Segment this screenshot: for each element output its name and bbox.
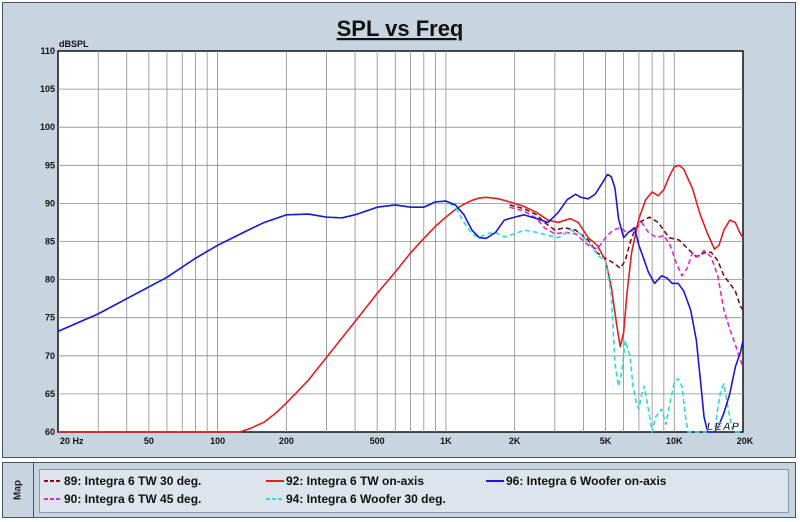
x-tick-label: 1K	[440, 436, 452, 446]
x-tick-label: 10K	[666, 436, 683, 446]
legend-swatch-92	[266, 480, 284, 482]
x-tick-label: 200	[279, 436, 294, 446]
legend-label-96: 96: Integra 6 Woofer on-axis	[506, 474, 667, 488]
legend-swatch-90	[44, 498, 62, 500]
legend: 89: Integra 6 TW 30 deg. 90: Integra 6 T…	[39, 469, 789, 513]
series-line-92	[58, 164, 744, 433]
legend-swatch-96	[486, 480, 504, 482]
spl-chart: SPL vs Freq dBSPL 60 65 70 75 80 85 90 95 100 105…	[40, 16, 754, 446]
series-line-89	[509, 204, 744, 311]
x-tick-label: 50	[144, 436, 154, 446]
series-line-96	[57, 173, 744, 433]
grid	[58, 51, 743, 432]
series-line-94	[57, 200, 743, 433]
y-axis-label: dBSPL	[59, 39, 89, 49]
x-tick-label: 5K	[600, 436, 612, 446]
leap-watermark: LEAP	[707, 421, 740, 433]
legend-label-90: 90: Integra 6 TW 45 deg.	[64, 492, 202, 506]
legend-label-89: 89: Integra 6 TW 30 deg.	[64, 474, 202, 488]
y-tick-label: 95	[45, 160, 55, 170]
y-tick-label: 70	[45, 351, 55, 361]
y-tick-label: 100	[40, 122, 55, 132]
legend-swatch-89	[44, 480, 62, 482]
x-tick-label: 500	[370, 436, 385, 446]
x-tick-label: 2K	[509, 436, 521, 446]
y-tick-label: 65	[45, 389, 55, 399]
y-tick-label: 75	[45, 313, 55, 323]
x-tick-label: 20K	[737, 436, 754, 446]
x-tick-label: 20 Hz	[60, 436, 84, 446]
y-tick-label: 105	[40, 84, 55, 94]
legend-label-92: 92: Integra 6 TW on-axis	[286, 474, 425, 488]
tick-labels: 60 65 70 75 80 85 90 95 100 105 110 20 Hz 50 100 200 50…	[40, 46, 754, 446]
legend-swatch-94	[266, 498, 284, 500]
y-tick-label: 60	[45, 427, 55, 437]
x-tick-label: 100	[210, 436, 225, 446]
legend-label-94: 94: Integra 6 Woofer 30 deg.	[286, 492, 446, 506]
chart-panel: SPL vs Freq dBSPL 60 65 70 75 80 85 90 95 100 105…	[2, 2, 796, 458]
legend-panel: Map 89: Integra 6 TW 30 deg. 90: Integra…	[2, 462, 796, 518]
chart-title: SPL vs Freq	[337, 16, 464, 41]
y-tick-label: 90	[45, 198, 55, 208]
map-tab[interactable]: Map	[3, 463, 34, 517]
y-tick-label: 110	[40, 46, 55, 56]
series-layer	[57, 164, 744, 433]
map-tab-label: Map	[12, 480, 24, 500]
y-tick-label: 85	[45, 237, 55, 247]
y-tick-label: 80	[45, 275, 55, 285]
